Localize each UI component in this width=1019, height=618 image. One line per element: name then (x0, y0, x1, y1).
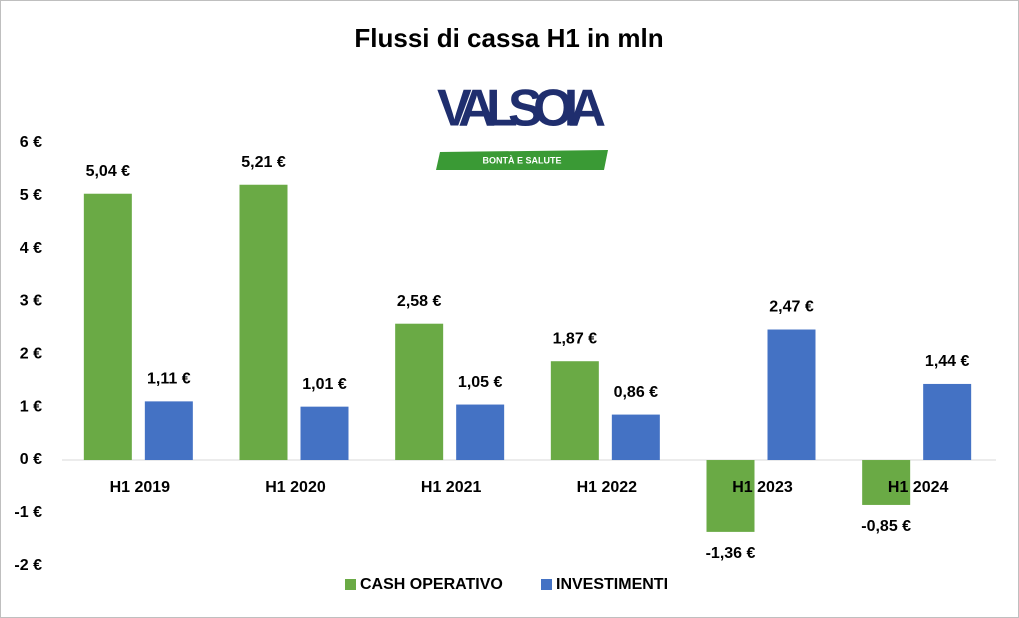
value-label: 1,87 € (553, 330, 598, 347)
bar (144, 401, 193, 461)
value-label: 2,58 € (397, 293, 442, 310)
y-tick-label: 4 € (20, 240, 42, 257)
legend-label: INVESTIMENTI (556, 576, 668, 593)
y-tick-label: 2 € (20, 346, 42, 363)
value-label: -0,85 € (861, 518, 911, 535)
bar (239, 184, 288, 461)
y-tick-label: -2 € (14, 557, 42, 574)
bar (706, 460, 755, 532)
y-tick-label: 3 € (20, 293, 42, 310)
x-tick-label: H1 2024 (888, 479, 949, 496)
logo: VALSOIA BONTÀ E SALUTE (436, 80, 608, 170)
x-tick-label: H1 2023 (732, 479, 793, 496)
value-label: 0,86 € (614, 384, 659, 401)
value-label: 2,47 € (769, 299, 814, 316)
logo-tagline: BONTÀ E SALUTE (482, 155, 561, 165)
value-label: 5,04 € (86, 163, 131, 180)
x-tick-label: H1 2019 (110, 479, 171, 496)
y-tick-label: -1 € (14, 504, 42, 521)
value-label: 5,21 € (241, 154, 286, 171)
logo-name: VALSOIA (437, 80, 607, 138)
bar (862, 460, 911, 505)
bar (767, 329, 816, 461)
x-tick-label: H1 2022 (577, 479, 638, 496)
bar (83, 193, 132, 461)
y-tick-label: 6 € (20, 134, 42, 151)
chart-title: Flussi di cassa H1 in mln (354, 23, 663, 53)
legend-label: CASH OPERATIVO (360, 576, 503, 593)
value-label: 1,11 € (147, 371, 191, 388)
x-tick-label: H1 2020 (265, 479, 326, 496)
y-tick-label: 1 € (20, 398, 42, 415)
value-label: -1,36 € (706, 545, 756, 562)
legend-swatch (345, 579, 356, 590)
x-tick-label: H1 2021 (421, 479, 482, 496)
y-tick-label: 0 € (20, 451, 42, 468)
logo-banner (436, 150, 608, 170)
bar (923, 383, 972, 461)
bar (550, 361, 599, 461)
y-tick-label: 5 € (20, 187, 42, 204)
legend-swatch (541, 579, 552, 590)
bar (611, 414, 660, 461)
value-label: 1,05 € (458, 374, 503, 391)
value-label: 1,44 € (925, 353, 970, 370)
bar (300, 406, 349, 461)
bar (395, 323, 444, 461)
value-label: 1,01 € (302, 376, 347, 393)
bar (456, 404, 505, 461)
